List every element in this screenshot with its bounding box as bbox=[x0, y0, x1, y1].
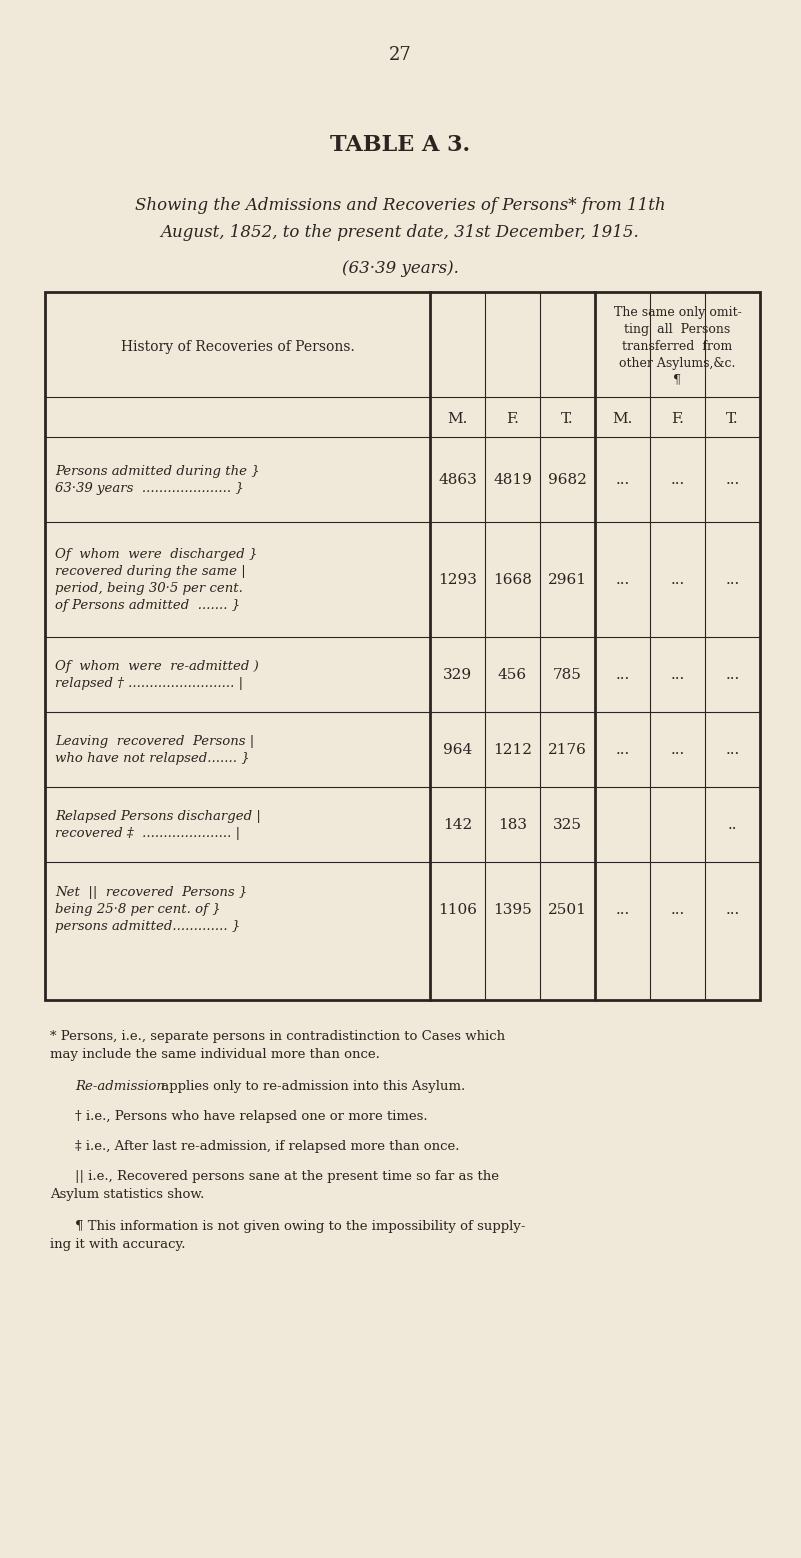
Text: (63·39 years).: (63·39 years). bbox=[341, 260, 458, 276]
Text: TABLE A 3.: TABLE A 3. bbox=[330, 134, 470, 156]
Text: ...: ... bbox=[726, 743, 739, 757]
Text: ...: ... bbox=[726, 472, 739, 486]
Text: 142: 142 bbox=[443, 818, 472, 832]
Text: || i.e., Recovered persons sane at the present time so far as the: || i.e., Recovered persons sane at the p… bbox=[75, 1170, 499, 1183]
Text: * Persons, i.e., separate persons in contradistinction to Cases which: * Persons, i.e., separate persons in con… bbox=[50, 1030, 505, 1042]
Text: ...: ... bbox=[726, 572, 739, 586]
Text: 9682: 9682 bbox=[548, 472, 587, 486]
Text: 4863: 4863 bbox=[438, 472, 477, 486]
Text: History of Recoveries of Persons.: History of Recoveries of Persons. bbox=[121, 340, 354, 354]
Text: 329: 329 bbox=[443, 667, 472, 681]
Text: Persons admitted during the }: Persons admitted during the } bbox=[55, 464, 260, 477]
Text: recovered during the same |: recovered during the same | bbox=[55, 564, 246, 578]
Text: Relapsed Persons discharged |: Relapsed Persons discharged | bbox=[55, 810, 261, 823]
Text: 785: 785 bbox=[553, 667, 582, 681]
Text: The same only omit-: The same only omit- bbox=[614, 305, 742, 318]
Text: F.: F. bbox=[671, 411, 684, 425]
Text: 1395: 1395 bbox=[493, 902, 532, 916]
Text: ...: ... bbox=[615, 472, 630, 486]
Text: 1668: 1668 bbox=[493, 572, 532, 586]
Text: † i.e., Persons who have relapsed one or more times.: † i.e., Persons who have relapsed one or… bbox=[75, 1109, 428, 1123]
Text: ...: ... bbox=[615, 743, 630, 757]
Text: ing it with accuracy.: ing it with accuracy. bbox=[50, 1239, 186, 1251]
Text: persons admitted............. }: persons admitted............. } bbox=[55, 921, 240, 933]
Text: Of  whom  were  re-admitted ): Of whom were re-admitted ) bbox=[55, 659, 259, 673]
Text: ¶: ¶ bbox=[674, 374, 682, 386]
Text: of Persons admitted  ....... }: of Persons admitted ....... } bbox=[55, 598, 240, 611]
Text: ‡ i.e., After last re-admission, if relapsed more than once.: ‡ i.e., After last re-admission, if rela… bbox=[75, 1140, 460, 1153]
Text: period, being 30·5 per cent.: period, being 30·5 per cent. bbox=[55, 581, 243, 595]
Text: recovered ‡  ..................... |: recovered ‡ ..................... | bbox=[55, 826, 240, 840]
Text: other Asylums,&c.: other Asylums,&c. bbox=[619, 357, 735, 369]
Text: relapsed † ......................... |: relapsed † ......................... | bbox=[55, 676, 244, 690]
Text: may include the same individual more than once.: may include the same individual more tha… bbox=[50, 1049, 380, 1061]
Text: Of  whom  were  discharged }: Of whom were discharged } bbox=[55, 547, 257, 561]
Text: ting  all  Persons: ting all Persons bbox=[624, 323, 731, 335]
Text: Showing the Admissions and Recoveries of Persons* from 11th: Showing the Admissions and Recoveries of… bbox=[135, 196, 666, 213]
Text: ...: ... bbox=[670, 572, 685, 586]
Text: ...: ... bbox=[670, 472, 685, 486]
Text: Net  ||  recovered  Persons }: Net || recovered Persons } bbox=[55, 887, 248, 899]
Text: ..: .. bbox=[728, 818, 737, 832]
Text: 4819: 4819 bbox=[493, 472, 532, 486]
Text: 1106: 1106 bbox=[438, 902, 477, 916]
Text: 964: 964 bbox=[443, 743, 472, 757]
Text: ...: ... bbox=[670, 902, 685, 916]
Text: transferred  from: transferred from bbox=[622, 340, 733, 352]
Text: applies only to re-admission into this Asylum.: applies only to re-admission into this A… bbox=[157, 1080, 465, 1094]
Text: ...: ... bbox=[670, 743, 685, 757]
Text: F.: F. bbox=[506, 411, 519, 425]
Text: T.: T. bbox=[727, 411, 739, 425]
Text: M.: M. bbox=[612, 411, 633, 425]
Text: ...: ... bbox=[615, 572, 630, 586]
Text: 27: 27 bbox=[388, 47, 412, 64]
Text: 456: 456 bbox=[498, 667, 527, 681]
Text: M.: M. bbox=[447, 411, 468, 425]
Text: Asylum statistics show.: Asylum statistics show. bbox=[50, 1189, 204, 1201]
Text: 325: 325 bbox=[553, 818, 582, 832]
Text: 2176: 2176 bbox=[548, 743, 587, 757]
Text: Leaving  recovered  Persons |: Leaving recovered Persons | bbox=[55, 734, 254, 748]
Text: ...: ... bbox=[726, 902, 739, 916]
Text: who have not relapsed....... }: who have not relapsed....... } bbox=[55, 751, 250, 765]
Text: 2501: 2501 bbox=[548, 902, 587, 916]
Text: being 25·8 per cent. of }: being 25·8 per cent. of } bbox=[55, 904, 220, 916]
Text: Re-admission: Re-admission bbox=[75, 1080, 165, 1094]
Bar bbox=[45, 291, 760, 1000]
Text: ...: ... bbox=[615, 667, 630, 681]
Text: T.: T. bbox=[562, 411, 574, 425]
Text: 2961: 2961 bbox=[548, 572, 587, 586]
Text: 1212: 1212 bbox=[493, 743, 532, 757]
Text: 1293: 1293 bbox=[438, 572, 477, 586]
Text: 63·39 years  ..................... }: 63·39 years ..................... } bbox=[55, 481, 244, 494]
Text: ...: ... bbox=[670, 667, 685, 681]
Text: ...: ... bbox=[726, 667, 739, 681]
Text: ...: ... bbox=[615, 902, 630, 916]
Text: ¶ This information is not given owing to the impossibility of supply-: ¶ This information is not given owing to… bbox=[75, 1220, 525, 1232]
Text: 183: 183 bbox=[498, 818, 527, 832]
Text: August, 1852, to the present date, 31st December, 1915.: August, 1852, to the present date, 31st … bbox=[161, 223, 639, 240]
